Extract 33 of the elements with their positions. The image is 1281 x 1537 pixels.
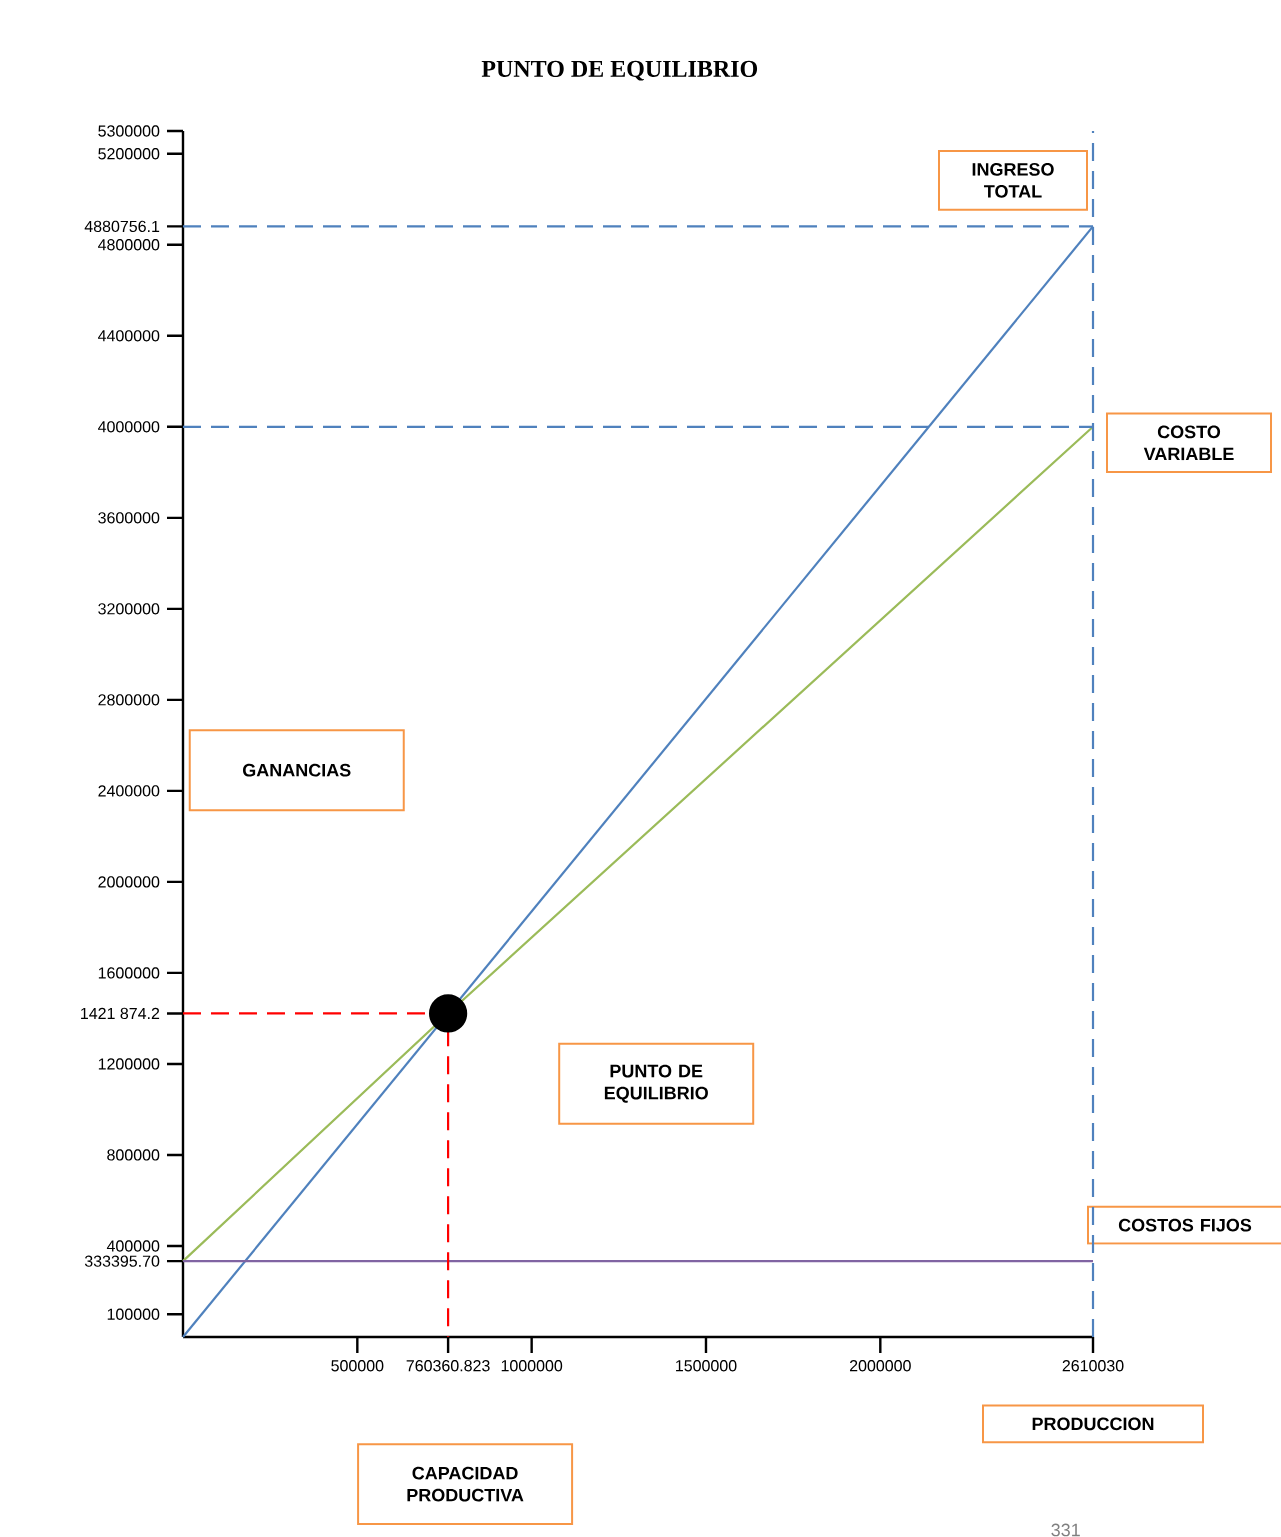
y-tick-label: 2000000	[98, 876, 160, 888]
x-tick-label: 760360.823	[406, 1360, 490, 1372]
y-tick-label: 2400000	[98, 785, 160, 797]
text: CAPACIDAD PRODUCTIVA	[407, 1466, 524, 1502]
x-tick-label: 1000000	[501, 1360, 563, 1372]
text: COSTOS FIJOS	[1118, 1218, 1252, 1232]
y-tick-label: 2800000	[98, 694, 160, 706]
y-tick-label: 4000000	[98, 421, 160, 433]
y-tick-label: 5200000	[98, 148, 160, 160]
y-tick-label: 3600000	[98, 512, 160, 524]
y-tick-label: 5300000	[98, 125, 160, 137]
x-tick-label: 2000000	[849, 1360, 911, 1372]
x-tick-label: 500000	[331, 1360, 384, 1372]
y-tick-label: 400000	[106, 1240, 160, 1252]
annotation: PUNTO DE EQUILIBRIO	[604, 1064, 708, 1103]
y-tick-label: 333395.70	[84, 1255, 160, 1267]
x-tick-label: 1500000	[676, 1360, 737, 1372]
text: INGRESO TOTAL	[972, 163, 1054, 198]
y-tick-label: 800000	[107, 1149, 160, 1161]
chart-title: PUNTO DE EQUILIBRIO	[481, 60, 758, 81]
x-tick-label: 2610030	[1062, 1360, 1124, 1372]
y-tick-label: 3200000	[98, 603, 160, 615]
text: 331	[1051, 1523, 1080, 1537]
y-tick-label: 4800000	[98, 239, 160, 251]
y-tick-label: 1600000	[98, 967, 160, 979]
text: COSTO VARIABLE	[1143, 425, 1234, 461]
y-tick-label: 4400000	[98, 330, 160, 342]
y-tick-label: 1200000	[98, 1058, 160, 1070]
y-tick-label: 4880756.1	[84, 220, 160, 233]
x-axis-title: PRODUCCION	[1032, 1417, 1154, 1431]
annotation: GANANCIAS	[243, 763, 351, 777]
y-tick-label: 100000	[107, 1308, 160, 1320]
y-tick-label: 1421 874.2	[81, 1007, 160, 1020]
